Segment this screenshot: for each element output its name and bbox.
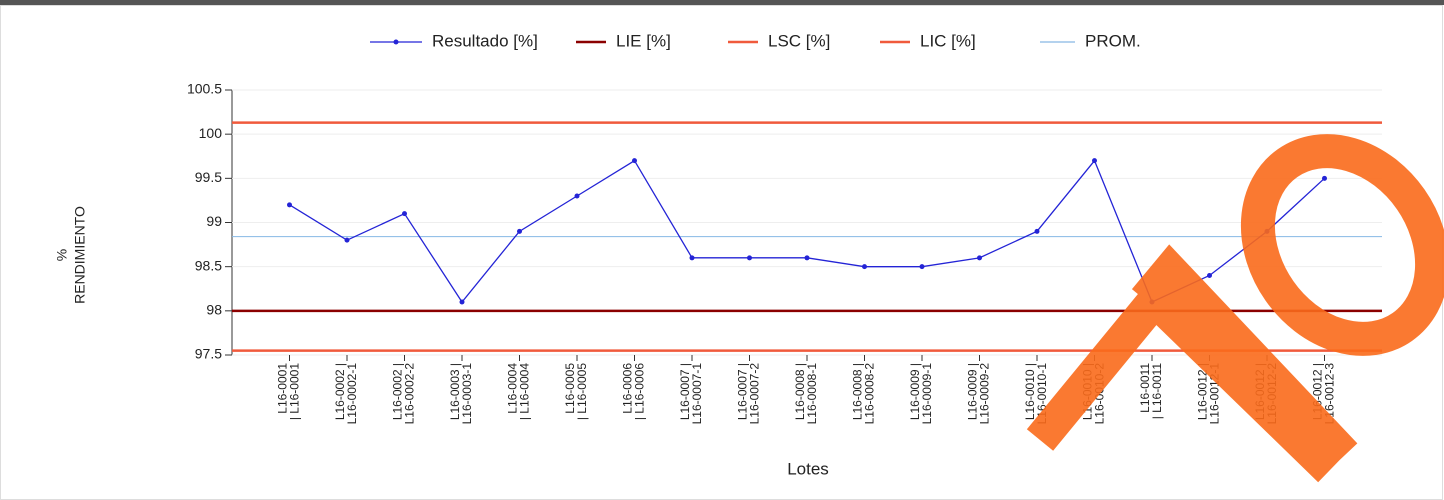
data-point bbox=[344, 237, 350, 243]
x-tick-label: L16-0002-1 bbox=[345, 363, 359, 425]
y-tick-label: 98.5 bbox=[195, 257, 222, 273]
data-point bbox=[287, 202, 292, 208]
x-tick-label: L16-0008-1 bbox=[805, 363, 819, 425]
x-tick-label: L16-0010 | bbox=[1023, 363, 1037, 420]
x-tick-label: L16-0009 | bbox=[966, 363, 980, 420]
x-tick-label: L16-0003 | bbox=[448, 363, 462, 420]
y-axis-title: % RENDIMIENTO bbox=[54, 206, 88, 304]
data-point bbox=[1034, 228, 1040, 234]
x-tick-label: L16-0007 | bbox=[736, 363, 750, 420]
x-tick-label: L16-0004 bbox=[506, 363, 520, 414]
x-tick-label: L16-0002-2 bbox=[403, 363, 417, 425]
x-tick-label: | L16-0005 bbox=[575, 363, 589, 420]
legend-label: LIC [%] bbox=[920, 31, 976, 50]
y-tick-label: 99.5 bbox=[195, 169, 222, 185]
x-tick-label: L16-0009-1 bbox=[920, 363, 934, 425]
y-tick-label: 100 bbox=[199, 125, 223, 141]
x-tick-label: L16-0002 | bbox=[391, 363, 405, 420]
legend-label: PROM. bbox=[1085, 31, 1141, 50]
watermark bbox=[1026, 244, 1358, 483]
x-tick-label: L16-0003-1 bbox=[460, 363, 474, 425]
y-tick-label: 98 bbox=[206, 302, 222, 318]
x-tick-label: | L16-0004 bbox=[518, 363, 532, 420]
data-point bbox=[804, 255, 810, 261]
x-tick-label: L16-0007-1 bbox=[690, 363, 704, 425]
data-point bbox=[574, 193, 580, 199]
x-tick-label: L16-0007 | bbox=[678, 363, 692, 420]
x-tick-label: L16-0008-2 bbox=[863, 363, 877, 425]
legend-label: LIE [%] bbox=[616, 31, 671, 50]
x-tick-label: | L16-0006 bbox=[633, 363, 647, 420]
data-point bbox=[977, 255, 982, 261]
x-tick-label: L16-0006 bbox=[621, 363, 635, 414]
x-tick-label: L16-0002 | bbox=[333, 363, 347, 420]
data-point bbox=[517, 228, 522, 234]
data-point bbox=[459, 299, 465, 305]
data-point bbox=[402, 211, 407, 217]
x-axis-title: Lotes bbox=[787, 459, 829, 478]
y-axis-title-line: % bbox=[54, 249, 70, 261]
data-point bbox=[1092, 158, 1097, 164]
x-tick-label: L16-0005 bbox=[563, 363, 577, 414]
x-tick-label: L16-0001 bbox=[276, 363, 290, 414]
data-point bbox=[1207, 273, 1212, 278]
x-tick-label: L16-0008 | bbox=[851, 363, 865, 420]
y-tick-label: 99 bbox=[206, 213, 222, 229]
legend-label: LSC [%] bbox=[768, 31, 830, 50]
y-tick-label: 100.5 bbox=[187, 81, 222, 97]
data-point bbox=[747, 255, 752, 261]
x-tick-label: L16-0009-2 bbox=[978, 363, 992, 425]
legend-marker bbox=[393, 39, 399, 45]
data-point bbox=[689, 255, 695, 261]
x-tick-label: L16-0012-3 bbox=[1323, 363, 1337, 425]
x-tick-label: | L16-0001 bbox=[288, 363, 302, 420]
data-point bbox=[632, 158, 637, 164]
x-tick-label: L16-0012 | bbox=[1196, 363, 1210, 420]
data-point bbox=[919, 264, 925, 270]
data-point bbox=[862, 264, 867, 270]
x-tick-label: L16-0007-2 bbox=[748, 363, 762, 425]
y-tick-label: 97.5 bbox=[195, 346, 222, 362]
x-tick-label: L16-0009 | bbox=[908, 363, 922, 420]
watermark bbox=[1240, 134, 1444, 356]
y-axis-title-line: RENDIMIENTO bbox=[72, 206, 88, 304]
frame bbox=[0, 5, 1443, 500]
x-tick-label: L16-0008 | bbox=[793, 363, 807, 420]
legend-label: Resultado [%] bbox=[432, 31, 538, 50]
x-tick-label: | L16-0011 bbox=[1150, 363, 1164, 420]
top-bar bbox=[0, 0, 1444, 5]
data-point bbox=[1322, 175, 1327, 181]
x-tick-label: L16-0011 bbox=[1138, 363, 1152, 413]
